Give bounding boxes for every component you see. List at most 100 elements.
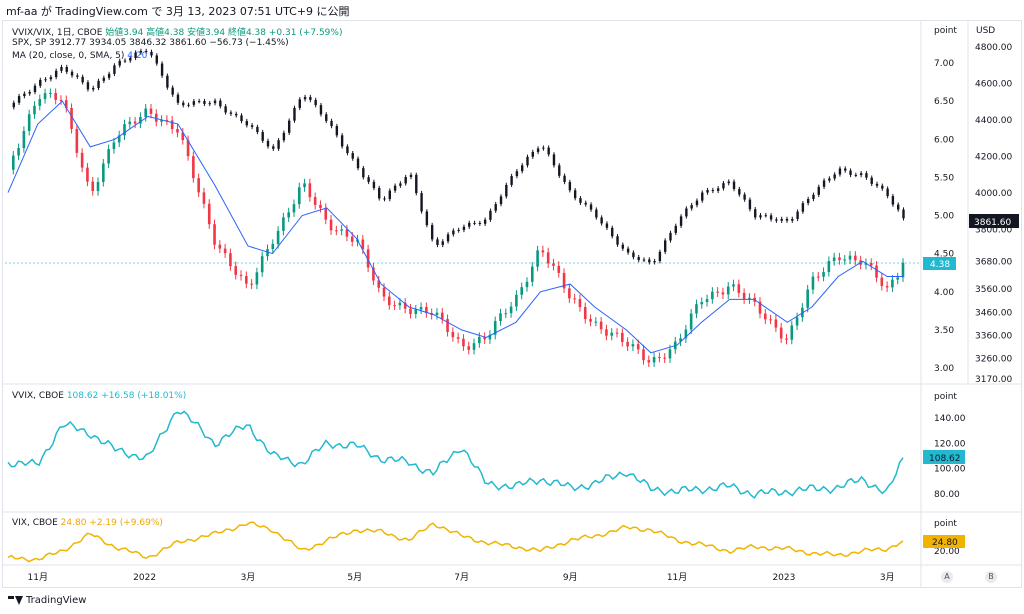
spx-bar-body [690,205,693,209]
vvix-price-badge [923,450,965,464]
spx-bar-body [303,97,307,100]
ratio-candle-body [287,212,290,218]
spx-bar-body [584,202,587,205]
spx-bar-body [298,99,301,108]
ratio-candle-body [689,313,693,330]
ratio-candle-body [583,307,587,320]
ratio-candle-body [38,99,42,106]
ratio-candle-body [27,114,31,131]
time-tick-label: 5月 [347,572,362,583]
pane-button-b[interactable]: B [985,571,997,583]
spx-bar-body [197,101,201,103]
spx-bar-body [886,188,889,197]
ratio-candle-body [589,319,592,322]
ratio-candle-body [388,296,391,306]
ratio-candle-body [102,163,105,182]
spx-bar-body [213,100,217,104]
vix-price-badge [923,535,965,548]
ratio-candle-body [891,279,894,288]
spx-bar-body [775,219,778,221]
spx-bar-body [732,181,736,190]
ratio-candle-body [769,319,772,321]
ratio-candle-body [271,243,275,250]
ratio-candle-body [546,252,550,264]
ratio-candle-body [197,178,200,193]
ratio-candle-body [621,332,624,342]
spx-bar-body [510,176,513,185]
vvix-line [7,410,904,500]
ratio-candle-body [17,148,20,156]
spx-bar-body [711,190,715,192]
spx-bar-body [309,97,312,100]
ratio-price-badge [923,257,956,270]
ratio-candle-body [33,105,36,115]
legend-ma-title: MA (20, close, 0, SMA, 5) [12,51,125,61]
ratio-candle-body [292,204,296,213]
spx-bar-body [235,113,238,116]
ratio-candle-body [472,343,476,350]
ratio-candle-body [176,129,179,133]
ratio-candle-body [223,248,227,254]
ratio-candle-body [266,249,269,257]
ratio-candle-body [726,286,730,295]
ratio-candle-body [721,292,725,295]
spx-bar-body [748,199,752,210]
spx-bar-body [822,180,826,187]
spx-bar-body [870,177,873,184]
ratio-candle-body [493,321,497,335]
main-tick-label: 5.50 [934,173,954,183]
spx-bar-body [669,232,672,241]
spx-bar-body [144,50,148,52]
spx-bar-body [648,259,651,263]
tradingview-logo-icon [8,596,22,605]
ratio-candle-body [234,266,238,275]
ratio-candle-body [652,357,656,363]
spx-bar-body [563,175,566,183]
spx-tick-label: 4800.00 [975,43,1012,53]
spx-bar-body [70,71,74,76]
ratio-candle-body [605,329,608,336]
ratio-candle-body [478,336,481,344]
ratio-candle-body [764,313,767,320]
spx-bar-body [65,67,68,72]
ratio-candle-body [642,349,645,361]
ratio-candle-body [64,100,68,108]
ratio-candle-body [43,93,47,100]
spx-bar-body [224,106,227,113]
legend-vvix: VVIX, CBOE 108.62 +16.58 (+18.01%) [12,391,186,401]
spx-bar-body [139,50,143,53]
spx-bar-body [346,146,349,154]
spx-bar-body [335,126,339,136]
chart-frame [2,20,1022,588]
ratio-candle-body [758,301,762,314]
spx-bar-body [166,75,169,88]
ratio-candle-body [366,249,370,268]
main-tick-label: 4.50 [934,250,954,260]
spx-bar-body [859,173,863,176]
main-tick-label: 4.00 [934,288,954,298]
spx-bar-body [314,99,317,106]
spx-bar-body [806,199,810,204]
spx-bar-body [817,186,820,195]
spx-bar-body [716,188,720,191]
ratio-candle-body [679,338,682,342]
spx-bar-body [452,230,455,235]
pane-button-a[interactable]: A [941,571,953,583]
ratio-candle-body [144,108,147,117]
ratio-candle-body [854,255,857,261]
spx-bar-body [129,57,132,61]
spx-bar-body [838,168,842,175]
ratio-candle-body [419,307,423,310]
time-tick-label: 2022 [133,573,156,583]
legend-spx-title: SPX, SP [12,38,47,48]
ratio-candle-body [297,187,301,205]
spx-bar-body [171,87,174,95]
ratio-candle-body [774,319,778,328]
ratio-candle-body [785,338,788,340]
spx-bar-body [39,79,42,86]
ratio-candle-body [229,253,232,267]
spx-bar-body [28,92,31,94]
ratio-candle-body [695,304,698,314]
spx-bar-body [182,102,185,106]
